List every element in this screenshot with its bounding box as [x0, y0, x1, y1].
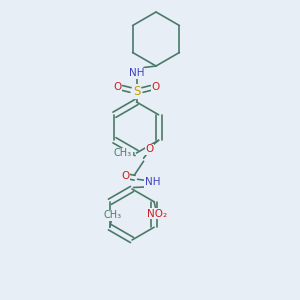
Text: S: S: [133, 85, 140, 98]
Text: NO₂: NO₂: [147, 209, 167, 219]
Text: O: O: [146, 144, 154, 154]
Text: CH₃: CH₃: [114, 148, 132, 158]
Text: O: O: [113, 82, 121, 92]
Text: O: O: [152, 82, 160, 92]
Text: NH: NH: [145, 177, 160, 187]
Text: NH: NH: [129, 68, 144, 79]
Text: O: O: [122, 171, 130, 181]
Text: CH₃: CH₃: [104, 210, 122, 220]
